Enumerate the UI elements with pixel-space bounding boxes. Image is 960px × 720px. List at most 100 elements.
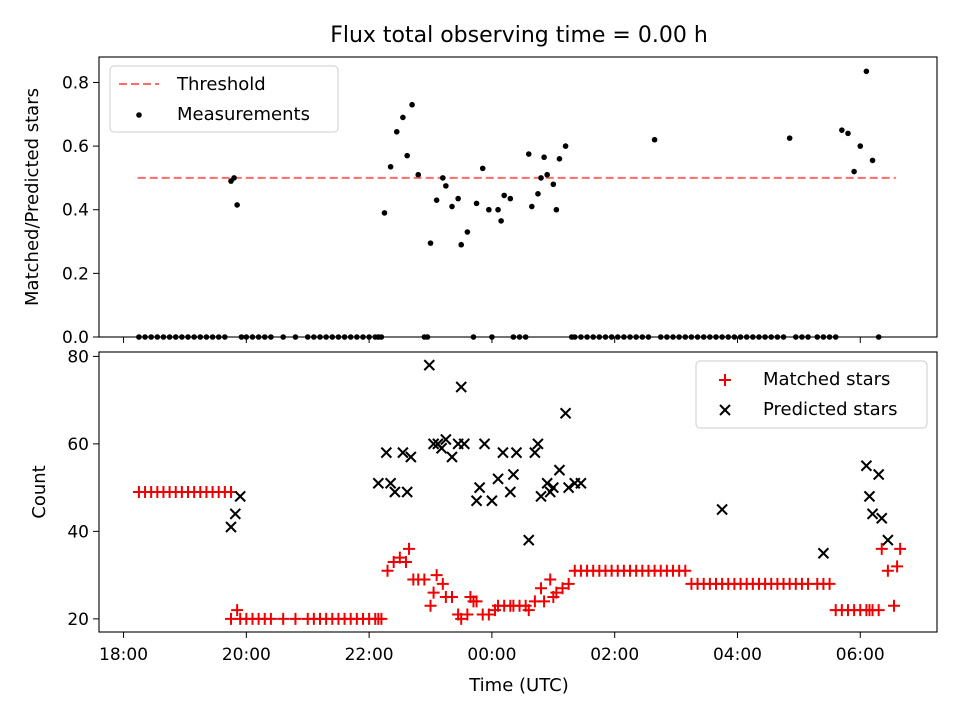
bottom-x-tick-label: 04:00 xyxy=(713,645,762,665)
matched-star-marker xyxy=(231,604,244,617)
measurement-point xyxy=(449,203,455,210)
measurement-point xyxy=(415,171,422,178)
top-y-tick-label: 0.4 xyxy=(62,201,89,221)
matched-star-marker xyxy=(470,595,483,608)
bottom-x-axis: 18:00 20:00 22:00 00:00 02:00 04:00 06:00 xyxy=(99,632,885,665)
predicted-star-marker xyxy=(225,521,237,533)
predicted-star-marker xyxy=(860,460,873,472)
top-y-tick-label: 0.8 xyxy=(62,73,89,93)
predicted-star-marker xyxy=(529,446,541,459)
measurement-point xyxy=(400,114,406,121)
matched-star-marker xyxy=(427,586,440,599)
predicted-star-marker xyxy=(470,495,483,507)
measurement-point xyxy=(863,68,870,75)
predicted-star-marker xyxy=(817,547,830,559)
matched-star-marker xyxy=(461,608,474,621)
measurements-legend-swatch xyxy=(136,112,142,118)
predicted-star-marker xyxy=(507,468,520,481)
bottom-x-tick-label: 18:00 xyxy=(99,645,148,665)
matched-star-marker xyxy=(455,612,468,625)
predicted-star-marker xyxy=(492,473,504,485)
measurement-point xyxy=(479,165,486,172)
predicted-star-marker xyxy=(435,442,448,454)
predicted-star-marker xyxy=(504,486,517,498)
predicted-star-marker xyxy=(397,446,409,459)
predicted-star-marker xyxy=(553,464,566,476)
matched-star-marker xyxy=(381,564,394,577)
matched-star-marker xyxy=(538,595,551,608)
bottom-x-tick-label: 20:00 xyxy=(222,645,271,665)
measurement-point xyxy=(544,171,550,178)
figure-title: Flux total observing time = 0.00 h xyxy=(330,23,708,48)
bottom-legend: Matched stars Predicted stars xyxy=(695,360,928,429)
matched-star-marker xyxy=(289,612,302,625)
top-x-axis xyxy=(123,337,861,343)
predicted-star-marker xyxy=(876,512,888,524)
predicted-star-marker xyxy=(541,477,553,489)
matched-star-marker xyxy=(881,564,894,577)
predicted-star-marker xyxy=(229,508,241,520)
top-axes: 0.00.20.40.60.8 Matched/Predicted stars … xyxy=(22,56,938,348)
measurement-point xyxy=(473,200,480,207)
measurement-point xyxy=(525,151,532,157)
matched-star-marker xyxy=(562,577,575,590)
matched-star-marker xyxy=(424,599,437,612)
top-y-tick-label: 0.0 xyxy=(62,328,89,348)
measurement-point xyxy=(498,218,504,224)
bottom-data-marks xyxy=(132,359,907,625)
matched-star-marker xyxy=(375,612,388,625)
measurement-point xyxy=(553,206,560,213)
predicted-legend-label: Predicted stars xyxy=(763,399,897,420)
measurement-point xyxy=(839,127,845,133)
matched-star-marker xyxy=(399,556,412,568)
matched-star-marker xyxy=(430,569,443,582)
predicted-star-marker xyxy=(446,451,458,463)
predicted-star-marker xyxy=(389,486,401,498)
measurement-point xyxy=(439,175,446,181)
matched-star-marker xyxy=(387,556,400,568)
predicted-legend-swatch xyxy=(719,404,731,416)
measurement-point xyxy=(541,154,547,161)
bottom-x-tick-label: 00:00 xyxy=(467,645,516,665)
bottom-y-tick-label: 20 xyxy=(67,610,89,630)
matched-star-marker xyxy=(436,577,449,590)
measurement-point xyxy=(404,152,410,159)
matched-star-marker xyxy=(403,542,416,555)
matched-star-marker xyxy=(891,560,904,573)
bottom-legend-frame xyxy=(695,360,928,429)
top-y-axis-label: Matched/Predicted stars xyxy=(22,88,43,306)
measurement-point xyxy=(458,241,465,248)
measurement-point xyxy=(464,229,471,235)
predicted-star-marker xyxy=(575,477,587,489)
measurement-point xyxy=(234,202,240,208)
predicted-star-marker xyxy=(523,534,535,546)
predicted-star-marker xyxy=(458,438,470,450)
measurements-legend-label: Measurements xyxy=(177,104,310,125)
measurement-point xyxy=(562,143,569,149)
measurement-point xyxy=(433,197,440,203)
matched-star-marker xyxy=(393,551,406,564)
top-y-axis: 0.0 0.2 0.4 0.6 0.8 xyxy=(62,73,99,348)
bottom-x-tick-label: 06:00 xyxy=(836,645,885,665)
predicted-star-marker xyxy=(532,438,544,450)
matched-star-marker xyxy=(894,542,907,555)
matched-star-marker xyxy=(482,608,495,621)
bottom-y-tick-label: 60 xyxy=(67,435,89,455)
predicted-star-marker xyxy=(423,359,435,371)
bottom-y-tick-label: 40 xyxy=(67,522,89,542)
measurement-point xyxy=(486,206,492,213)
bottom-axes: 20 40 60 80 18:00 20:00 22:00 00:00 02:00 04:00 0… xyxy=(29,347,938,696)
measurement-point xyxy=(455,195,461,202)
predicted-star-marker xyxy=(497,446,509,459)
measurement-point xyxy=(845,130,851,137)
predicted-star-marker xyxy=(234,490,246,503)
matched-star-marker xyxy=(872,604,885,617)
matched-star-marker xyxy=(522,604,535,617)
top-legend: Threshold Measurements xyxy=(109,65,339,133)
predicted-star-marker xyxy=(866,508,879,520)
predicted-star-marker xyxy=(455,381,467,393)
measurement-point xyxy=(857,143,864,149)
matched-legend-label: Matched stars xyxy=(763,369,890,390)
top-legend-frame xyxy=(109,65,339,133)
matched-star-marker xyxy=(535,582,548,595)
